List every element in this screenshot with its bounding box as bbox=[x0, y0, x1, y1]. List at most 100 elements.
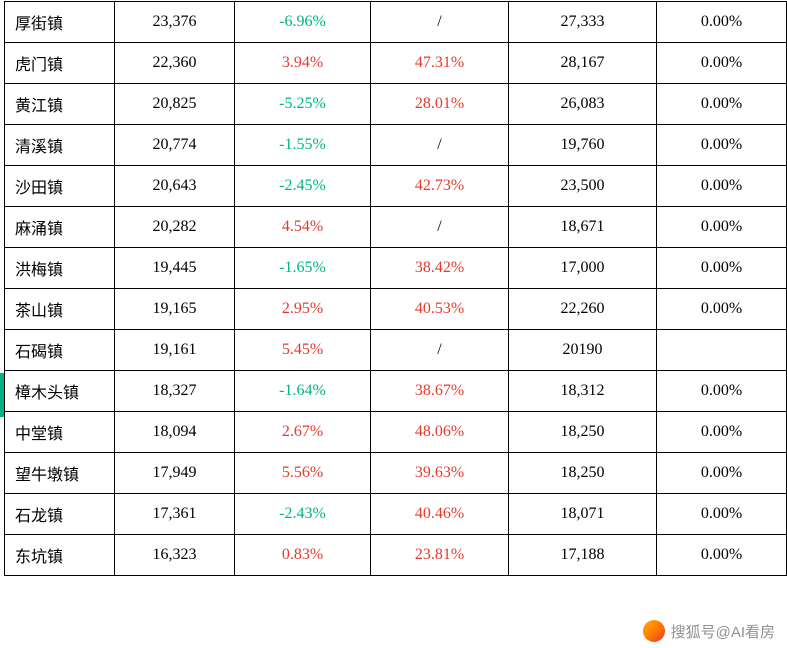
table-row: 黄江镇20,825-5.25%28.01%26,0830.00% bbox=[5, 84, 787, 125]
cell-pct-1: 3.94% bbox=[235, 43, 371, 84]
cell-pct-1: -1.64% bbox=[235, 371, 371, 412]
cell-pct-1: 2.67% bbox=[235, 412, 371, 453]
cell-town-name: 东坑镇 bbox=[5, 535, 115, 576]
cell-pct-1: 0.83% bbox=[235, 535, 371, 576]
cell-pct-3: 0.00% bbox=[657, 494, 787, 535]
cell-value-2: 18,250 bbox=[509, 453, 657, 494]
cell-pct-1: 2.95% bbox=[235, 289, 371, 330]
side-accent bbox=[0, 373, 4, 417]
cell-value-2: 20190 bbox=[509, 330, 657, 371]
cell-pct-1: -2.43% bbox=[235, 494, 371, 535]
table-row: 石龙镇17,361-2.43%40.46%18,0710.00% bbox=[5, 494, 787, 535]
cell-value-2: 18,071 bbox=[509, 494, 657, 535]
cell-pct-1: 5.56% bbox=[235, 453, 371, 494]
cell-pct-3: 0.00% bbox=[657, 371, 787, 412]
cell-value-2: 18,671 bbox=[509, 207, 657, 248]
cell-value-2: 26,083 bbox=[509, 84, 657, 125]
table-row: 麻涌镇20,2824.54%/18,6710.00% bbox=[5, 207, 787, 248]
cell-value-2: 22,260 bbox=[509, 289, 657, 330]
cell-town-name: 洪梅镇 bbox=[5, 248, 115, 289]
cell-value-2: 19,760 bbox=[509, 125, 657, 166]
table-row: 沙田镇20,643-2.45%42.73%23,5000.00% bbox=[5, 166, 787, 207]
cell-town-name: 石碣镇 bbox=[5, 330, 115, 371]
table-row: 石碣镇19,1615.45%/20190 bbox=[5, 330, 787, 371]
cell-pct-3: 0.00% bbox=[657, 453, 787, 494]
cell-pct-2: 40.53% bbox=[371, 289, 509, 330]
cell-value-1: 18,327 bbox=[115, 371, 235, 412]
cell-pct-2: / bbox=[371, 125, 509, 166]
table-row: 望牛墩镇17,9495.56%39.63%18,2500.00% bbox=[5, 453, 787, 494]
cell-pct-1: 5.45% bbox=[235, 330, 371, 371]
cell-town-name: 厚街镇 bbox=[5, 2, 115, 43]
cell-pct-1: -6.96% bbox=[235, 2, 371, 43]
cell-town-name: 茶山镇 bbox=[5, 289, 115, 330]
table-row: 厚街镇23,376-6.96%/27,3330.00% bbox=[5, 2, 787, 43]
cell-town-name: 黄江镇 bbox=[5, 84, 115, 125]
cell-value-1: 20,825 bbox=[115, 84, 235, 125]
cell-pct-2: 28.01% bbox=[371, 84, 509, 125]
cell-town-name: 樟木头镇 bbox=[5, 371, 115, 412]
cell-value-1: 17,361 bbox=[115, 494, 235, 535]
table-row: 茶山镇19,1652.95%40.53%22,2600.00% bbox=[5, 289, 787, 330]
cell-value-2: 18,250 bbox=[509, 412, 657, 453]
watermark-text: 搜狐号@AI看房 bbox=[671, 621, 775, 642]
cell-value-2: 27,333 bbox=[509, 2, 657, 43]
cell-pct-1: -2.45% bbox=[235, 166, 371, 207]
cell-pct-1: -5.25% bbox=[235, 84, 371, 125]
cell-pct-2: 38.42% bbox=[371, 248, 509, 289]
watermark: 搜狐号@AI看房 bbox=[643, 620, 775, 642]
cell-value-1: 23,376 bbox=[115, 2, 235, 43]
cell-value-1: 17,949 bbox=[115, 453, 235, 494]
cell-pct-2: 39.63% bbox=[371, 453, 509, 494]
cell-value-1: 20,774 bbox=[115, 125, 235, 166]
cell-value-1: 19,161 bbox=[115, 330, 235, 371]
cell-value-1: 16,323 bbox=[115, 535, 235, 576]
table-row: 中堂镇18,0942.67%48.06%18,2500.00% bbox=[5, 412, 787, 453]
cell-value-1: 20,643 bbox=[115, 166, 235, 207]
cell-value-1: 19,445 bbox=[115, 248, 235, 289]
cell-value-2: 23,500 bbox=[509, 166, 657, 207]
table-row: 东坑镇16,3230.83%23.81%17,1880.00% bbox=[5, 535, 787, 576]
cell-town-name: 望牛墩镇 bbox=[5, 453, 115, 494]
table-row: 虎门镇22,3603.94%47.31%28,1670.00% bbox=[5, 43, 787, 84]
cell-value-1: 20,282 bbox=[115, 207, 235, 248]
cell-value-1: 22,360 bbox=[115, 43, 235, 84]
cell-pct-2: 23.81% bbox=[371, 535, 509, 576]
cell-pct-3: 0.00% bbox=[657, 166, 787, 207]
cell-pct-3 bbox=[657, 330, 787, 371]
sohu-fox-icon bbox=[643, 620, 665, 642]
cell-pct-2: / bbox=[371, 2, 509, 43]
cell-pct-2: 42.73% bbox=[371, 166, 509, 207]
cell-value-2: 28,167 bbox=[509, 43, 657, 84]
cell-town-name: 虎门镇 bbox=[5, 43, 115, 84]
cell-value-2: 17,188 bbox=[509, 535, 657, 576]
cell-pct-3: 0.00% bbox=[657, 289, 787, 330]
cell-pct-2: 48.06% bbox=[371, 412, 509, 453]
cell-pct-2: / bbox=[371, 207, 509, 248]
cell-town-name: 清溪镇 bbox=[5, 125, 115, 166]
cell-pct-3: 0.00% bbox=[657, 207, 787, 248]
cell-town-name: 麻涌镇 bbox=[5, 207, 115, 248]
cell-value-1: 19,165 bbox=[115, 289, 235, 330]
cell-pct-2: 40.46% bbox=[371, 494, 509, 535]
table-body: 厚街镇23,376-6.96%/27,3330.00%虎门镇22,3603.94… bbox=[5, 2, 787, 576]
price-table: 厚街镇23,376-6.96%/27,3330.00%虎门镇22,3603.94… bbox=[4, 1, 787, 576]
cell-pct-3: 0.00% bbox=[657, 125, 787, 166]
cell-pct-3: 0.00% bbox=[657, 535, 787, 576]
cell-pct-3: 0.00% bbox=[657, 248, 787, 289]
cell-pct-1: 4.54% bbox=[235, 207, 371, 248]
cell-pct-2: 38.67% bbox=[371, 371, 509, 412]
table-row: 清溪镇20,774-1.55%/19,7600.00% bbox=[5, 125, 787, 166]
cell-value-1: 18,094 bbox=[115, 412, 235, 453]
table-row: 樟木头镇18,327-1.64%38.67%18,3120.00% bbox=[5, 371, 787, 412]
cell-value-2: 17,000 bbox=[509, 248, 657, 289]
cell-pct-2: 47.31% bbox=[371, 43, 509, 84]
cell-value-2: 18,312 bbox=[509, 371, 657, 412]
cell-town-name: 石龙镇 bbox=[5, 494, 115, 535]
cell-town-name: 中堂镇 bbox=[5, 412, 115, 453]
cell-pct-3: 0.00% bbox=[657, 84, 787, 125]
cell-pct-3: 0.00% bbox=[657, 412, 787, 453]
cell-pct-1: -1.55% bbox=[235, 125, 371, 166]
cell-pct-1: -1.65% bbox=[235, 248, 371, 289]
cell-pct-3: 0.00% bbox=[657, 2, 787, 43]
